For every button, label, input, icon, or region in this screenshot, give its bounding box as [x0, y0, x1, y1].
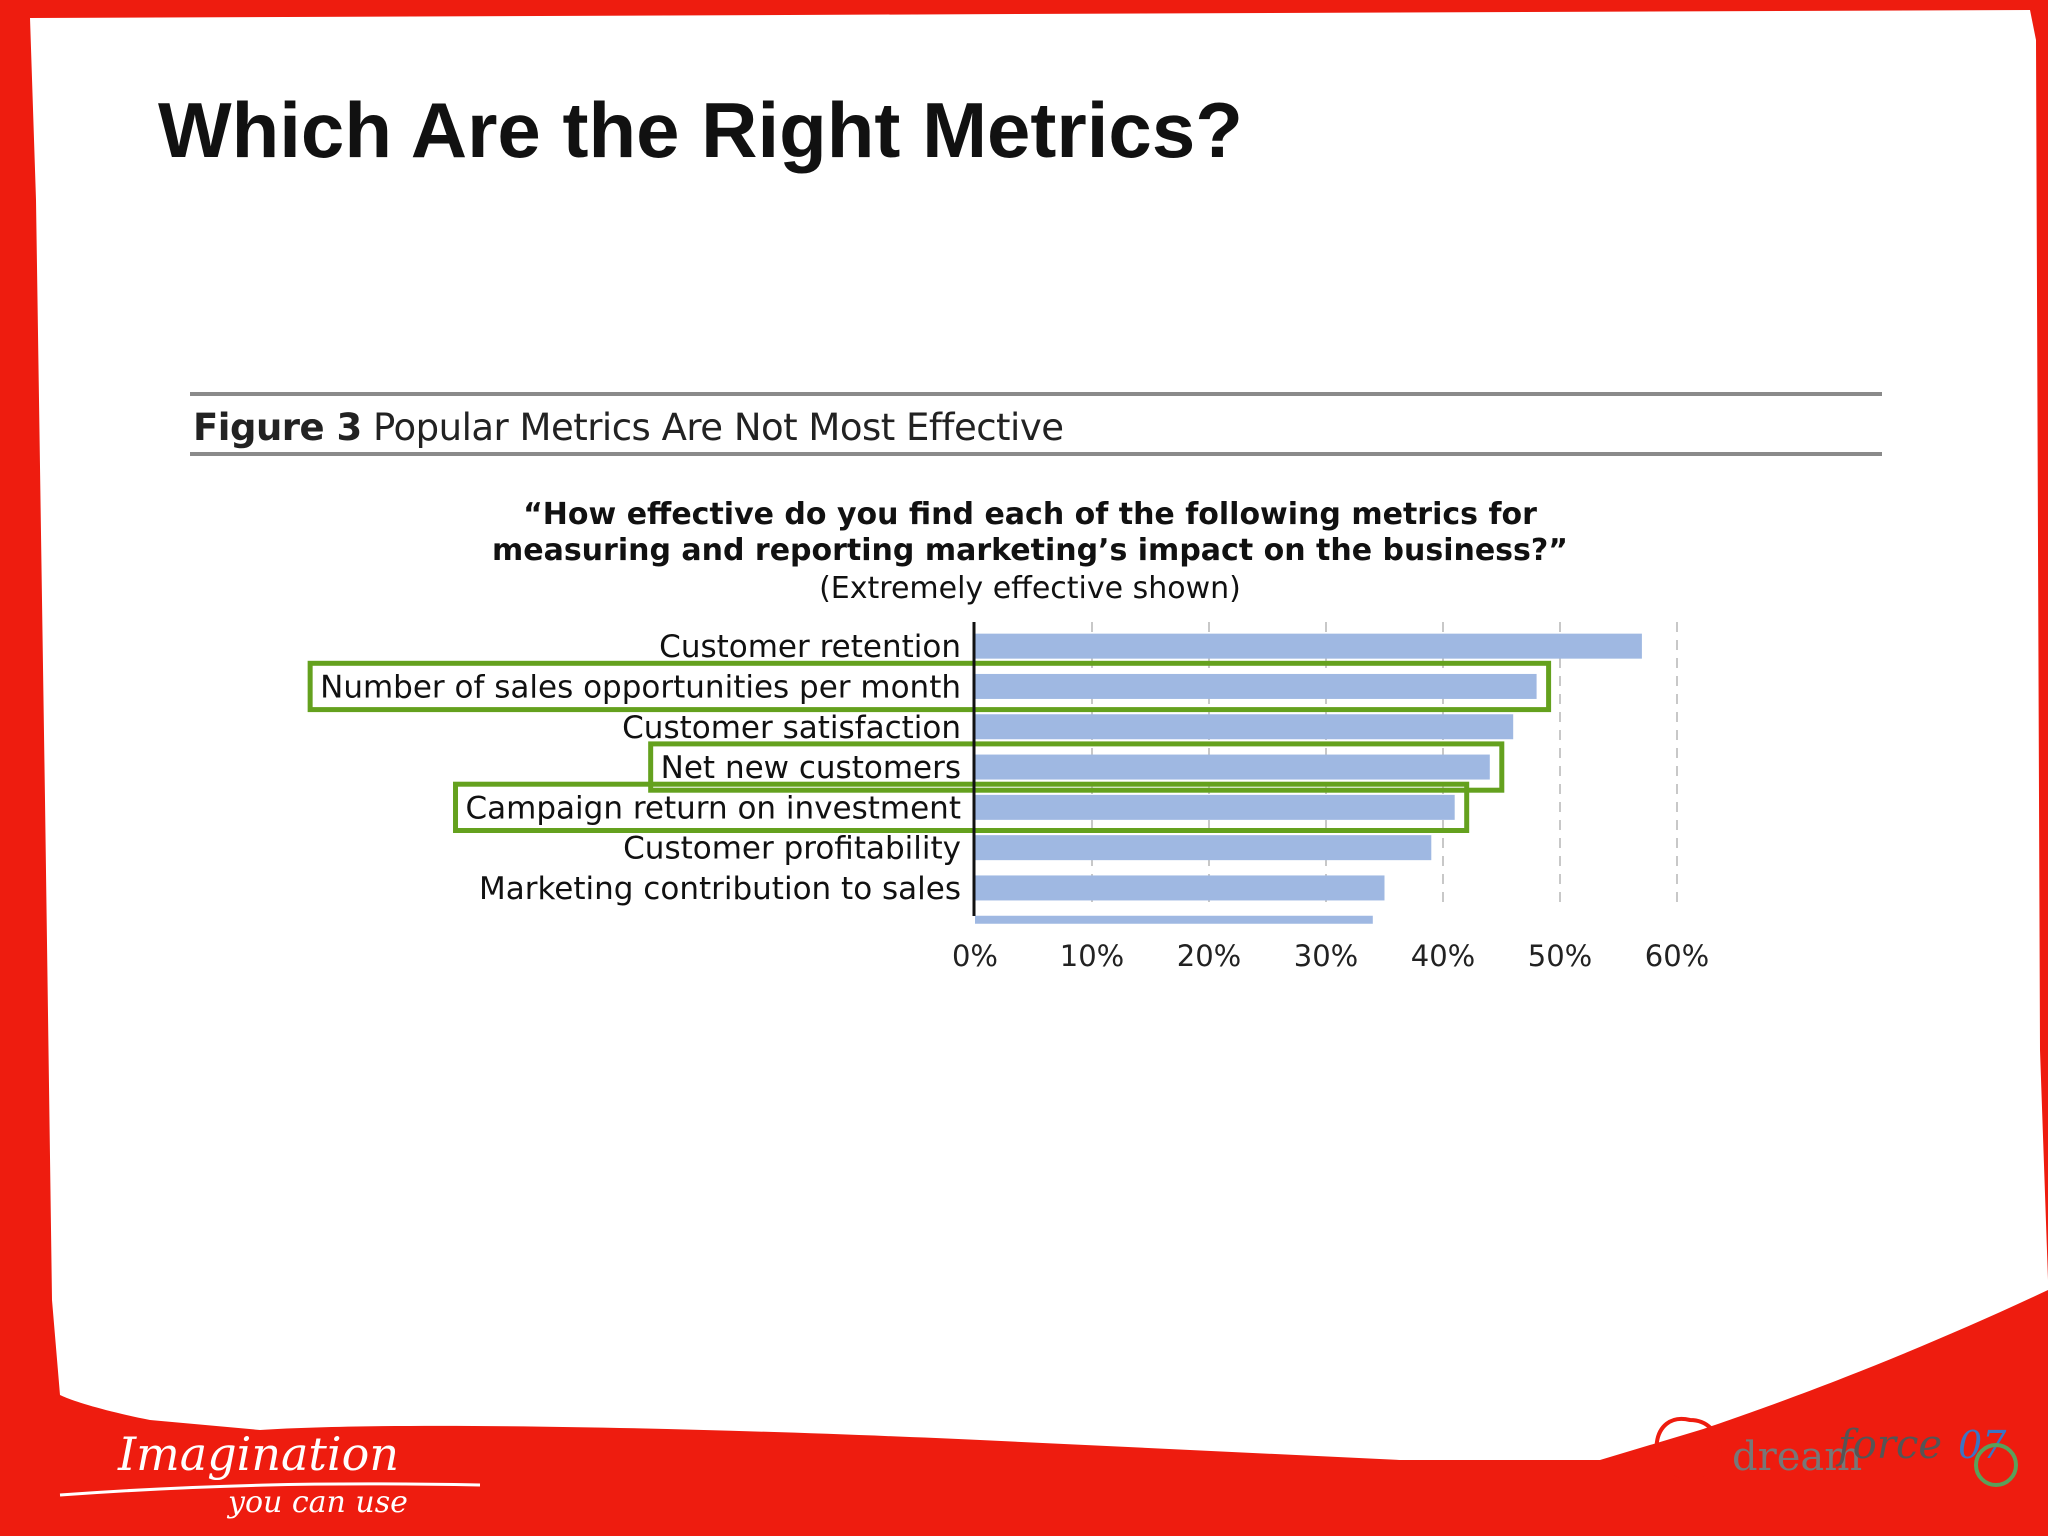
category-label: Customer satisfaction: [622, 710, 961, 746]
bar: [975, 673, 1537, 699]
chart-question-note: (Extremely effective shown): [819, 571, 1241, 606]
category-label: Number of sales opportunities per month: [320, 669, 961, 705]
bar: [975, 875, 1385, 901]
bar: [975, 714, 1514, 740]
x-tick-label: 10%: [1060, 939, 1124, 973]
figure-label: Figure 3: [193, 406, 362, 449]
category-label: Marketing contribution to sales: [479, 871, 961, 907]
logo-text-dream: dream: [1732, 1434, 1862, 1480]
slide-title: Which Are the Right Metrics?: [158, 86, 1243, 174]
bar: [975, 754, 1490, 780]
globe-icon: [1974, 1443, 2018, 1487]
category-label: Customer profitability: [623, 831, 961, 867]
x-tick-label: 30%: [1294, 939, 1358, 973]
bar: [975, 835, 1432, 861]
x-tick-label: 40%: [1411, 939, 1475, 973]
x-tick-label: 60%: [1645, 939, 1709, 973]
chart-question-line-1: “How effective do you find each of the f…: [523, 497, 1537, 532]
x-tick-label: 0%: [952, 939, 998, 973]
category-label: Campaign return on investment: [466, 790, 961, 826]
x-tick-label: 20%: [1177, 939, 1241, 973]
logo-text-force: force: [1835, 1422, 1942, 1468]
tagline-line-2: you can use: [226, 1485, 408, 1520]
category-label: Customer retention: [659, 629, 961, 665]
tagline-line-1: Imagination: [117, 1427, 399, 1481]
category-label: Net new customers: [661, 750, 961, 786]
highlight-box: [648, 741, 1505, 793]
bar: [975, 633, 1642, 659]
bar-partial: [975, 915, 1373, 924]
figure-caption-text: Popular Metrics Are Not Most Effective: [373, 406, 1064, 449]
bar: [975, 794, 1455, 820]
x-tick-label: 50%: [1528, 939, 1592, 973]
dreamforce-logo: dream force 07: [1654, 1416, 2018, 1507]
lightbulb-icon: [1654, 1416, 1722, 1507]
chart-question-line-2: measuring and reporting marketing’s impa…: [491, 533, 1569, 568]
figure-caption: Figure 3 Popular Metrics Are Not Most Ef…: [193, 406, 1064, 449]
highlight-box: [307, 660, 1552, 713]
highlight-box: [453, 781, 1470, 834]
tagline-swoosh: [59, 1482, 481, 1497]
